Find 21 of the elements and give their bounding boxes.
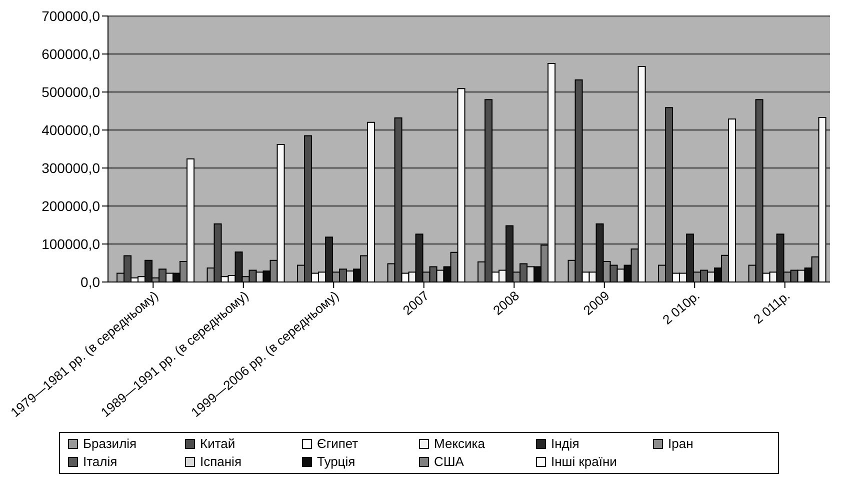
x-tick-label: 2 011р.	[750, 288, 793, 327]
legend-label: Китай	[200, 435, 236, 453]
legend-label: США	[434, 453, 464, 471]
y-tick-label: 100000,0	[42, 236, 100, 252]
legend-label: Іспанія	[200, 453, 242, 471]
legend-label: Бразилія	[83, 435, 137, 453]
y-tick-label: 0,0	[80, 274, 100, 290]
legend-label: Іран	[668, 435, 694, 453]
x-tick-label: 2 010р.	[660, 288, 702, 328]
legend-label: Інші країни	[551, 453, 617, 471]
y-tick-label: 300000,0	[42, 160, 100, 176]
legend-label: Турція	[317, 453, 356, 471]
y-tick-label: 500000,0	[42, 84, 100, 100]
legend-label: Єгипет	[317, 435, 358, 453]
y-tick-label: 700000,0	[42, 8, 100, 24]
legend-label: Індія	[551, 435, 580, 453]
legend-label: Мексика	[434, 435, 486, 453]
y-tick-label: 400000,0	[42, 122, 100, 138]
legend-label: Італія	[83, 453, 118, 471]
y-tick-label: 200000,0	[42, 198, 100, 214]
y-tick-label: 600000,0	[42, 46, 100, 62]
